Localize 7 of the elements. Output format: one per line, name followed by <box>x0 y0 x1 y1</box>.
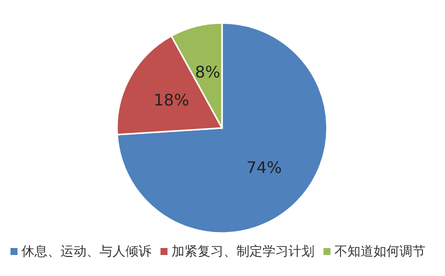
data-label: 74% <box>246 158 282 178</box>
legend-label: 不知道如何调节 <box>334 244 426 260</box>
pie-slice <box>116 22 328 234</box>
data-label: 8% <box>194 62 220 82</box>
legend-label: 加紧复习、制定学习计划 <box>172 244 314 260</box>
legend-label: 休息、运动、与人倾诉 <box>22 244 152 260</box>
data-label: 18% <box>154 90 190 110</box>
